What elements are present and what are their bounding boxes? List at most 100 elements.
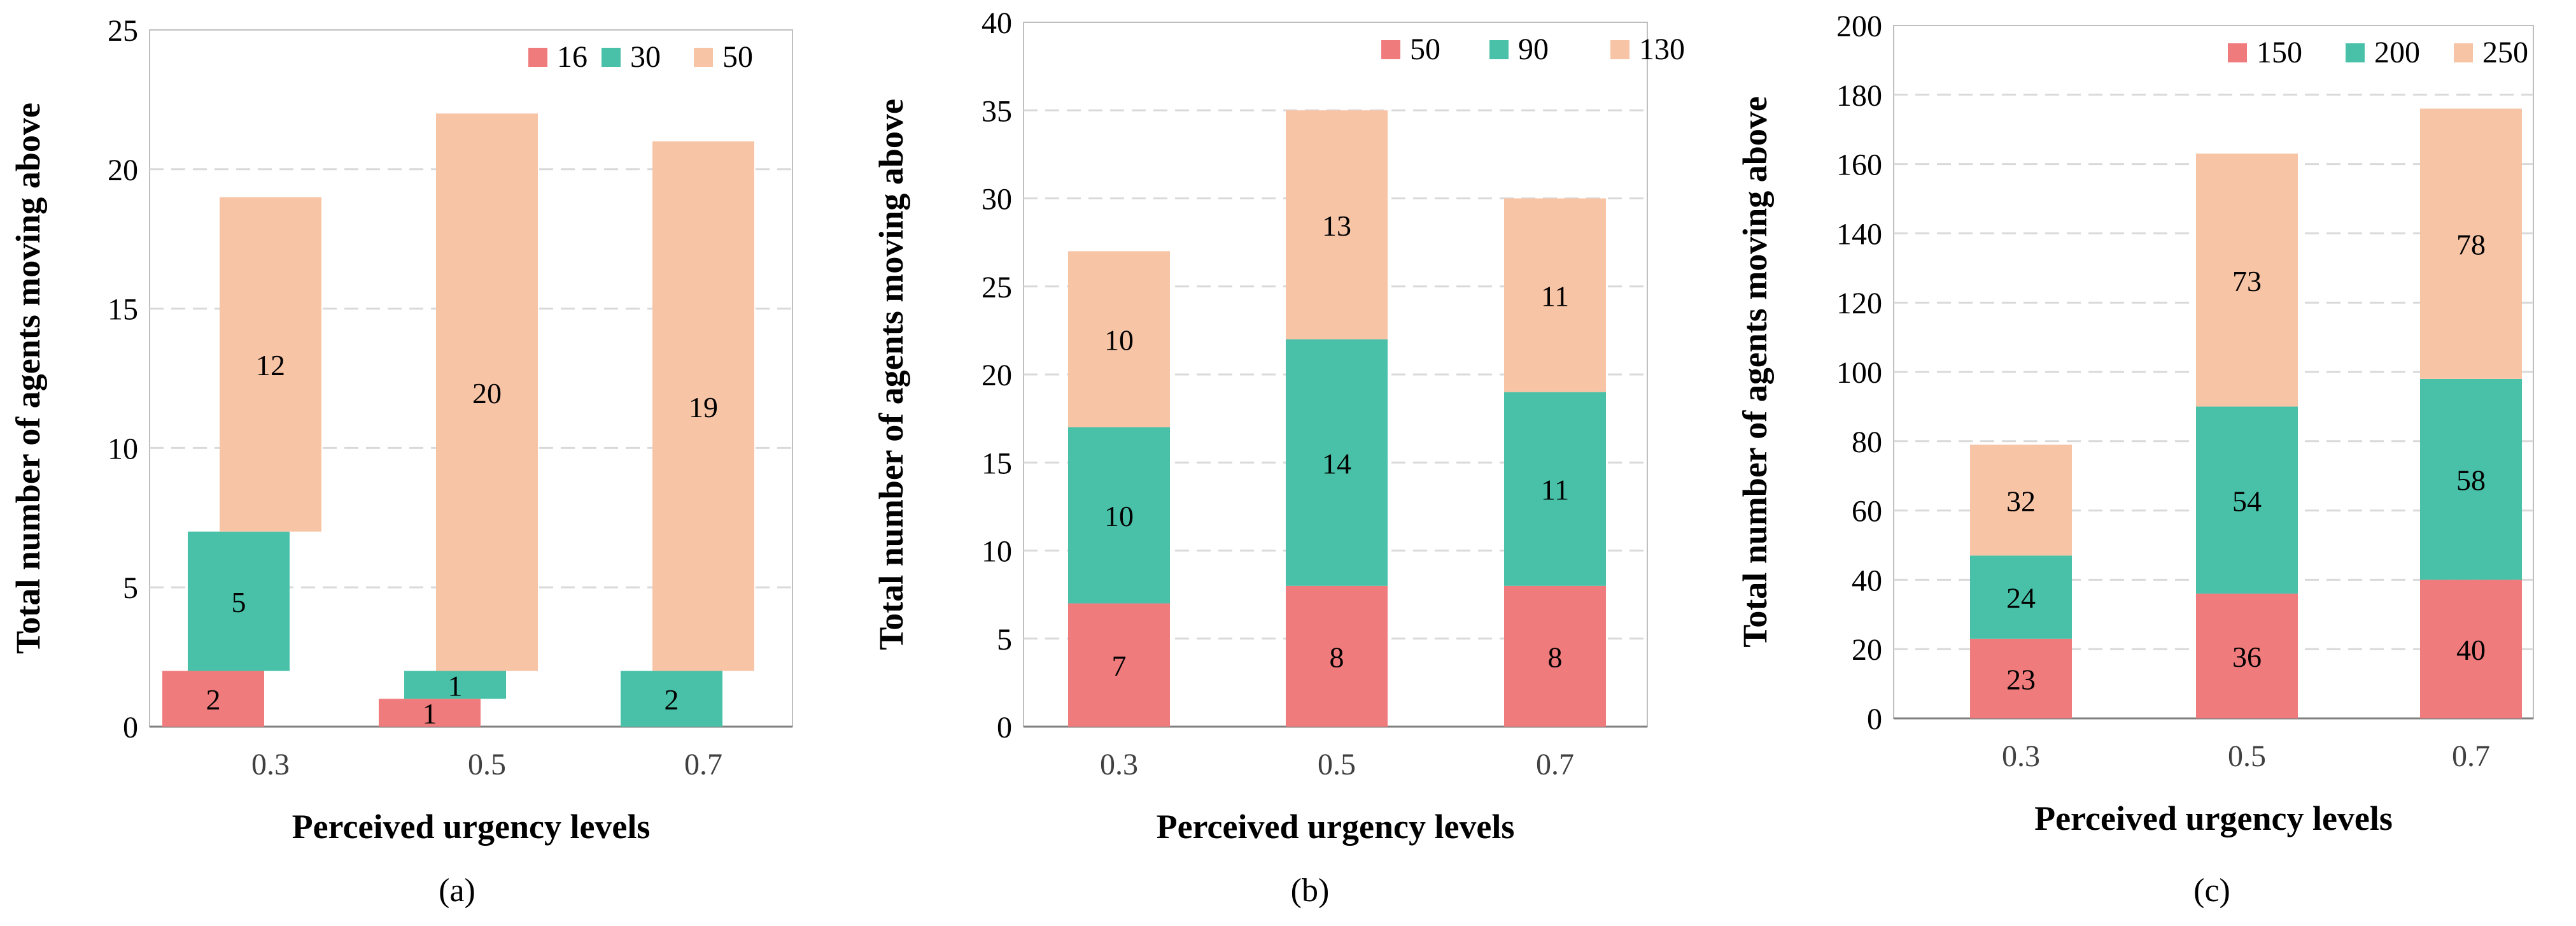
y-tick-label: 25	[108, 14, 138, 48]
legend-label: 50	[1410, 32, 1440, 66]
x-axis-title: Perceived urgency levels	[1157, 808, 1515, 846]
x-tick-label: 0.3	[1100, 748, 1138, 781]
panel-label: (b)	[1291, 873, 1330, 909]
y-axis-title: Total number of agents moving above	[9, 103, 47, 654]
x-tick-label: 0.5	[468, 748, 506, 781]
bar-150-0.7	[2420, 580, 2522, 718]
y-tick-label: 160	[1836, 148, 1882, 182]
data-label: 73	[2232, 265, 2262, 297]
legend-swatch-50	[694, 48, 713, 67]
data-label: 2	[206, 683, 221, 716]
x-tick-label: 0.5	[2228, 739, 2266, 773]
data-label: 32	[2006, 485, 2036, 517]
y-axis-title: Total number of agents moving above	[1736, 96, 1774, 648]
bar-250-0.3	[1970, 445, 2072, 556]
legend-label: 90	[1518, 32, 1549, 66]
bar-150-0.3	[1970, 638, 2072, 718]
y-tick-label: 5	[997, 623, 1012, 657]
data-label: 1	[448, 669, 463, 702]
y-tick-label: 40	[982, 6, 1012, 40]
data-label: 54	[2232, 485, 2262, 517]
x-tick-label: 0.3	[251, 748, 290, 781]
y-tick-label: 10	[108, 432, 138, 466]
data-label: 7	[1112, 650, 1127, 682]
legend: 150 200 250	[2228, 36, 2528, 69]
bar-30-0.7	[621, 671, 722, 727]
legend-swatch-50	[1381, 40, 1400, 59]
y-tick-label: 35	[982, 94, 1012, 128]
bar-16-0.3	[162, 671, 264, 727]
y-tick-label: 20	[982, 359, 1012, 392]
legend: 50 90 130	[1381, 32, 1685, 66]
y-tick-label: 60	[1852, 495, 1882, 529]
legend-label: 150	[2256, 36, 2302, 69]
y-tick-label: 10	[982, 535, 1012, 569]
x-axis-title: Perceived urgency levels	[292, 808, 651, 846]
bar-16-0.5	[379, 699, 481, 727]
bar-50-0.7	[652, 141, 754, 671]
chart-panel-b: 0 5 10 15 20 25 30 35 40 7 8 8 10 14 11 10 13 11 0.3 0.5 0.7…	[872, 6, 1685, 909]
data-label: 20	[472, 377, 502, 410]
y-tick-label: 180	[1836, 79, 1882, 113]
y-tick-label: 0	[1867, 702, 1882, 736]
legend-swatch-30	[602, 48, 621, 67]
x-axis-title: Perceived urgency levels	[2034, 799, 2393, 837]
legend-swatch-130	[1610, 40, 1629, 59]
bar-50-0.5	[1286, 585, 1388, 727]
bar-200-0.7	[2420, 378, 2522, 580]
bar-30-0.3	[188, 531, 290, 671]
legend-label: 16	[557, 40, 588, 74]
data-label: 40	[2456, 634, 2486, 666]
chart-panel-c: 0 20 40 60 80 100 120 140 160 180 200 23 36 40 24 54 58 3…	[1736, 10, 2534, 909]
y-tick-label: 0	[997, 711, 1012, 744]
legend-label: 250	[2482, 36, 2528, 69]
y-tick-label: 25	[982, 271, 1012, 304]
bar-150-0.5	[2196, 594, 2298, 718]
data-label: 11	[1541, 474, 1569, 506]
data-label: 36	[2232, 641, 2262, 673]
data-label: 23	[2006, 663, 2036, 695]
data-label: 24	[2006, 582, 2036, 615]
bar-90-0.7	[1504, 392, 1606, 586]
y-tick-label: 100	[1836, 356, 1882, 390]
legend-label: 200	[2374, 36, 2420, 69]
x-tick-label: 0.7	[1536, 748, 1574, 781]
bar-50-0.7	[1504, 585, 1606, 727]
data-label: 10	[1104, 324, 1134, 357]
x-tick-label: 0.7	[2452, 739, 2490, 773]
data-label: 8	[1548, 641, 1563, 673]
y-tick-label: 140	[1836, 217, 1882, 251]
data-label: 12	[256, 349, 285, 381]
panel-label: (a)	[439, 873, 475, 909]
legend-label: 50	[722, 40, 753, 74]
data-label: 58	[2456, 464, 2486, 497]
bar-50-0.3	[220, 197, 321, 532]
y-tick-label: 15	[982, 446, 1012, 480]
data-label: 2	[665, 683, 679, 716]
data-label: 5	[232, 586, 246, 618]
bar-250-0.5	[2196, 153, 2298, 407]
bar-130-0.5	[1286, 110, 1388, 339]
data-label: 1	[423, 697, 437, 730]
panel-label: (c)	[2193, 873, 2230, 909]
bar-250-0.7	[2420, 108, 2522, 379]
bar-200-0.3	[1970, 555, 2072, 639]
y-tick-label: 80	[1852, 425, 1882, 459]
y-axis-title: Total number of agents moving above	[872, 99, 910, 650]
bar-50-0.5	[436, 113, 538, 671]
data-label: 14	[1322, 447, 1351, 480]
y-tick-label: 200	[1836, 10, 1882, 43]
legend-label: 30	[630, 40, 661, 74]
bar-130-0.7	[1504, 198, 1606, 392]
bar-50-0.3	[1068, 603, 1170, 727]
bar-90-0.5	[1286, 339, 1388, 586]
legend-swatch-250	[2454, 43, 2473, 62]
y-tick-label: 0	[123, 711, 138, 744]
bar-200-0.5	[2196, 406, 2298, 594]
legend-label: 130	[1639, 32, 1685, 66]
legend-swatch-90	[1489, 40, 1509, 59]
x-tick-label: 0.7	[684, 748, 722, 781]
